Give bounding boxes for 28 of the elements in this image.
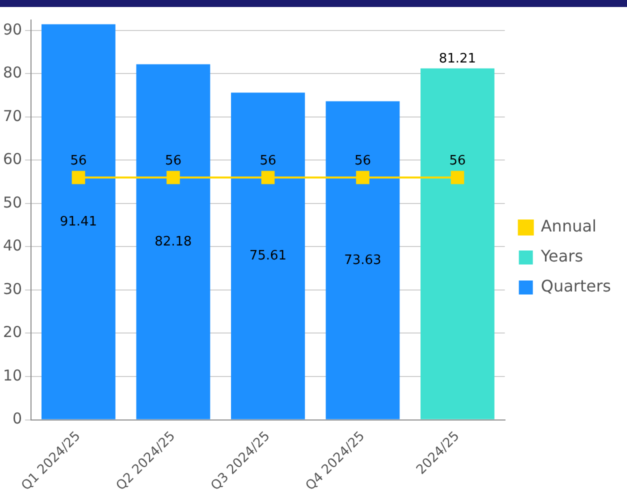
y-tick-label: 90	[2, 20, 22, 38]
y-tick-label: 80	[2, 64, 22, 82]
bar	[136, 64, 210, 420]
y-tick-label: 20	[2, 323, 22, 342]
y-tick-label: 40	[2, 236, 22, 255]
legend-label: Annual	[540, 216, 596, 236]
legend-label: Quarters	[540, 276, 612, 296]
y-tick-label: 30	[2, 280, 22, 298]
bar	[420, 68, 494, 420]
data-label: 81.21	[438, 51, 476, 66]
y-tick-label: 0	[12, 410, 22, 428]
data-label: 91.41	[60, 214, 98, 230]
y-tick-label: 10	[2, 366, 22, 384]
legend-label: Years	[540, 246, 584, 266]
y-tick-label: 50	[2, 193, 22, 212]
bar	[42, 24, 116, 420]
data-label: 73.63	[344, 252, 382, 268]
data-label: 56	[449, 153, 466, 168]
data-label: 75.61	[249, 248, 287, 264]
data-label: 82.18	[154, 234, 192, 250]
y-tick-label: 60	[2, 150, 22, 168]
bar	[231, 92, 305, 420]
bar	[326, 101, 400, 420]
data-label: 56	[354, 153, 371, 168]
data-label: 56	[164, 153, 182, 168]
data-label: 56	[70, 153, 87, 168]
y-tick-label: 70	[2, 106, 22, 125]
data-label: 56	[260, 153, 276, 168]
